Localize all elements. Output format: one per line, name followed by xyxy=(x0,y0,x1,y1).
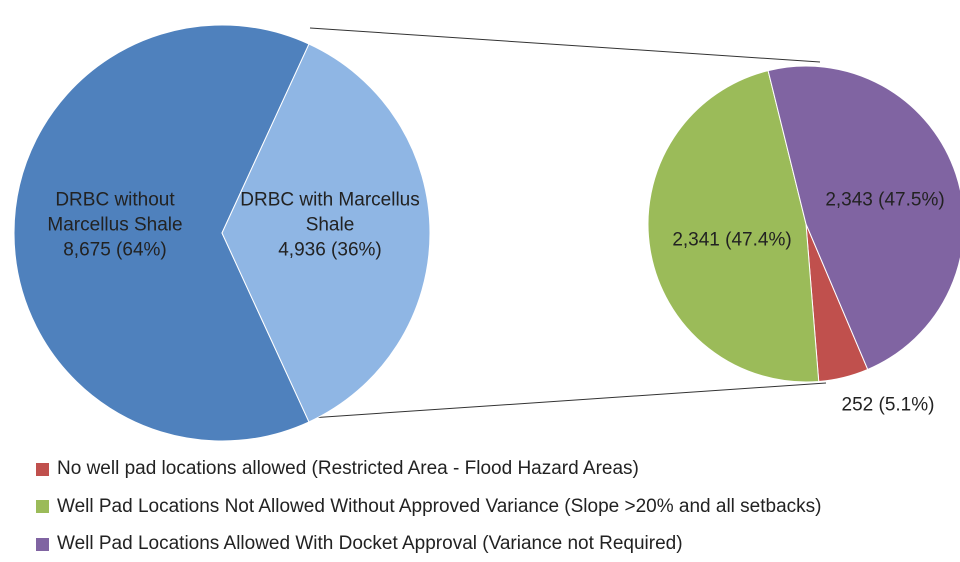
legend-item: Well Pad Locations Allowed With Docket A… xyxy=(36,533,683,555)
legend-item: Well Pad Locations Not Allowed Without A… xyxy=(36,496,821,518)
slice-label: DRBC with Marcellus Shale 4,936 (36%) xyxy=(240,188,420,263)
legend-swatch xyxy=(36,462,49,476)
connector xyxy=(309,382,827,419)
connector xyxy=(309,27,821,63)
legend-label: Well Pad Locations Not Allowed Without A… xyxy=(57,495,822,517)
value-label: 4,936 (36%) xyxy=(278,239,382,261)
pie-slice xyxy=(647,70,820,383)
category-label: DRBC without Marcellus Shale xyxy=(47,189,183,236)
value-label: 8,675 (64%) xyxy=(63,239,167,261)
slice-label: DRBC without Marcellus Shale 8,675 (64%) xyxy=(25,188,205,263)
value-label: 2,343 (47.5%) xyxy=(825,189,945,211)
value-label: 252 (5.1%) xyxy=(841,394,935,416)
pie-slice xyxy=(13,24,310,442)
legend-label: No well pad locations allowed (Restricte… xyxy=(57,458,639,479)
value-label: 2,341 (47.4%) xyxy=(672,229,792,251)
legend-swatch xyxy=(36,537,49,551)
legend-swatch xyxy=(36,500,49,513)
legend-label: Well Pad Locations Allowed With Docket A… xyxy=(57,533,683,554)
slice-label: 252 (5.1%) xyxy=(842,393,935,418)
slice-label: 2,341 (47.4%) xyxy=(672,228,791,253)
slice-label: 2,343 (47.5%) xyxy=(825,188,944,213)
legend-item: No well pad locations allowed (Restricte… xyxy=(36,458,639,480)
category-label: DRBC with Marcellus Shale xyxy=(240,189,420,236)
pie-slice xyxy=(221,43,431,423)
pie-slice xyxy=(767,65,960,371)
